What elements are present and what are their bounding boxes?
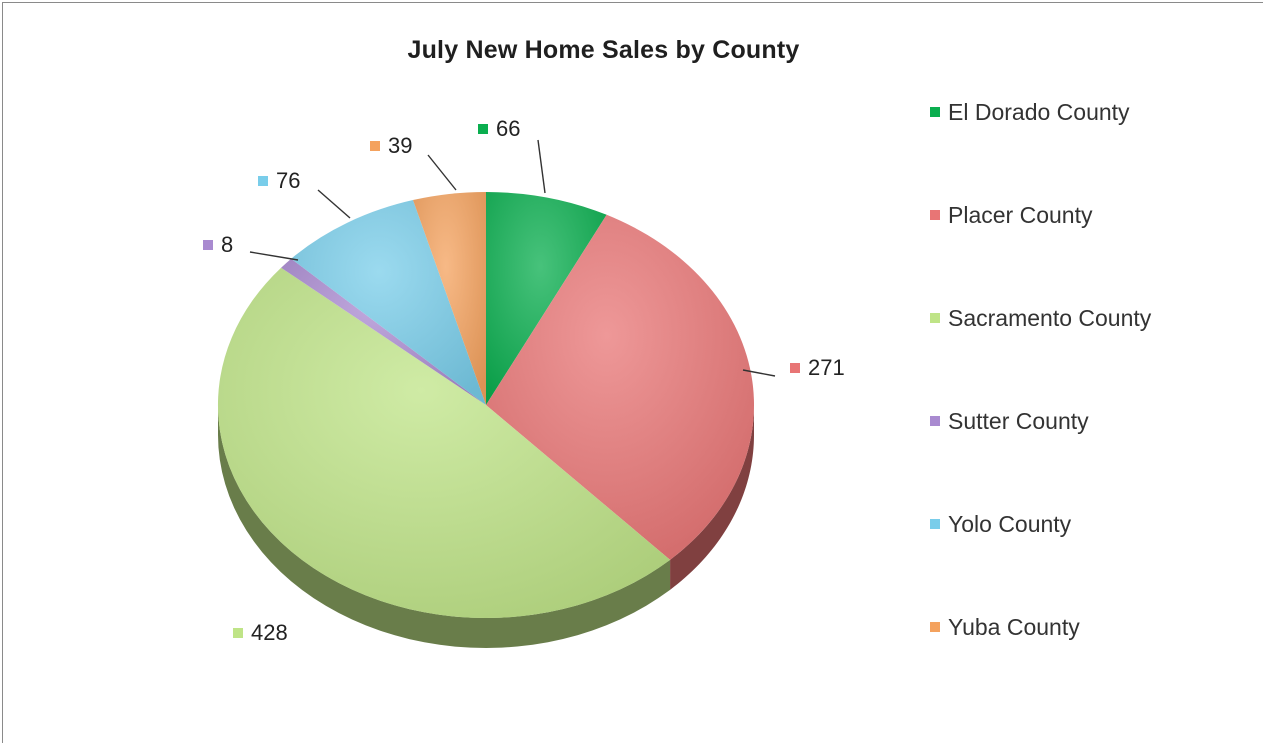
- data-label-swatch-yuba-county: [370, 141, 380, 151]
- leader-line-yuba-county: [427, 154, 457, 191]
- legend-swatch: [930, 622, 940, 632]
- legend-swatch: [930, 107, 940, 117]
- data-label-yuba-county: 39: [388, 133, 412, 158]
- legend-swatch: [930, 210, 940, 220]
- legend-label: Yolo County: [948, 510, 1072, 537]
- legend-swatch: [930, 519, 940, 529]
- data-label-swatch-sacramento-county: [233, 628, 243, 638]
- pie-slice-sutter-county: [281, 258, 486, 405]
- legend-label: Sacramento County: [948, 304, 1152, 331]
- data-label-swatch-el-dorado-county: [478, 124, 488, 134]
- legend-item-sacramento-county: Sacramento County: [930, 302, 1151, 334]
- data-label-placer-county: 271: [808, 355, 845, 380]
- pie-slice-yuba-county: [412, 192, 486, 405]
- legend-item-sutter-county: Sutter County: [930, 405, 1089, 437]
- data-label-swatch-sutter-county: [203, 240, 213, 250]
- pie-slices-layer: [217, 192, 755, 619]
- legend-item-placer-county: Placer County: [930, 199, 1092, 231]
- data-label-sutter-county: 8: [221, 232, 233, 257]
- pie-slice-sacramento-county: [217, 267, 671, 619]
- data-label-sacramento-county: 428: [251, 620, 288, 645]
- leader-line-yolo-county: [317, 189, 351, 219]
- pie-slice-el-dorado-county: [486, 192, 607, 405]
- legend-label: Sutter County: [948, 407, 1089, 434]
- chart-title: July New Home Sales by County: [407, 36, 800, 64]
- legend-label: El Dorado County: [948, 98, 1130, 125]
- legend-swatch: [930, 416, 940, 426]
- leader-line-el-dorado-county: [537, 139, 546, 194]
- pie-depth-layer: [218, 405, 754, 648]
- pie-slice-yolo-county: [291, 200, 486, 405]
- pie-side-sacramento-county: [218, 405, 671, 648]
- legend-swatch: [930, 313, 940, 323]
- data-label-el-dorado-county: 66: [496, 116, 520, 141]
- legend-label: Yuba County: [948, 613, 1080, 640]
- legend-item-yuba-county: Yuba County: [930, 611, 1080, 643]
- data-label-swatch-yolo-county: [258, 176, 268, 186]
- pie-slice-placer-county: [486, 214, 755, 560]
- data-labels-layer: 66 271 428 8 76 39: [203, 116, 845, 645]
- pie-side-placer-county: [670, 405, 754, 590]
- leader-line-placer-county: [742, 369, 776, 377]
- leader-line-sutter-county: [249, 251, 299, 261]
- legend-item-yolo-county: Yolo County: [930, 508, 1071, 540]
- legend-item-el-dorado-county: El Dorado County: [930, 96, 1130, 128]
- data-label-yolo-county: 76: [276, 168, 300, 193]
- data-label-swatch-placer-county: [790, 363, 800, 373]
- legend-label: Placer County: [948, 201, 1093, 228]
